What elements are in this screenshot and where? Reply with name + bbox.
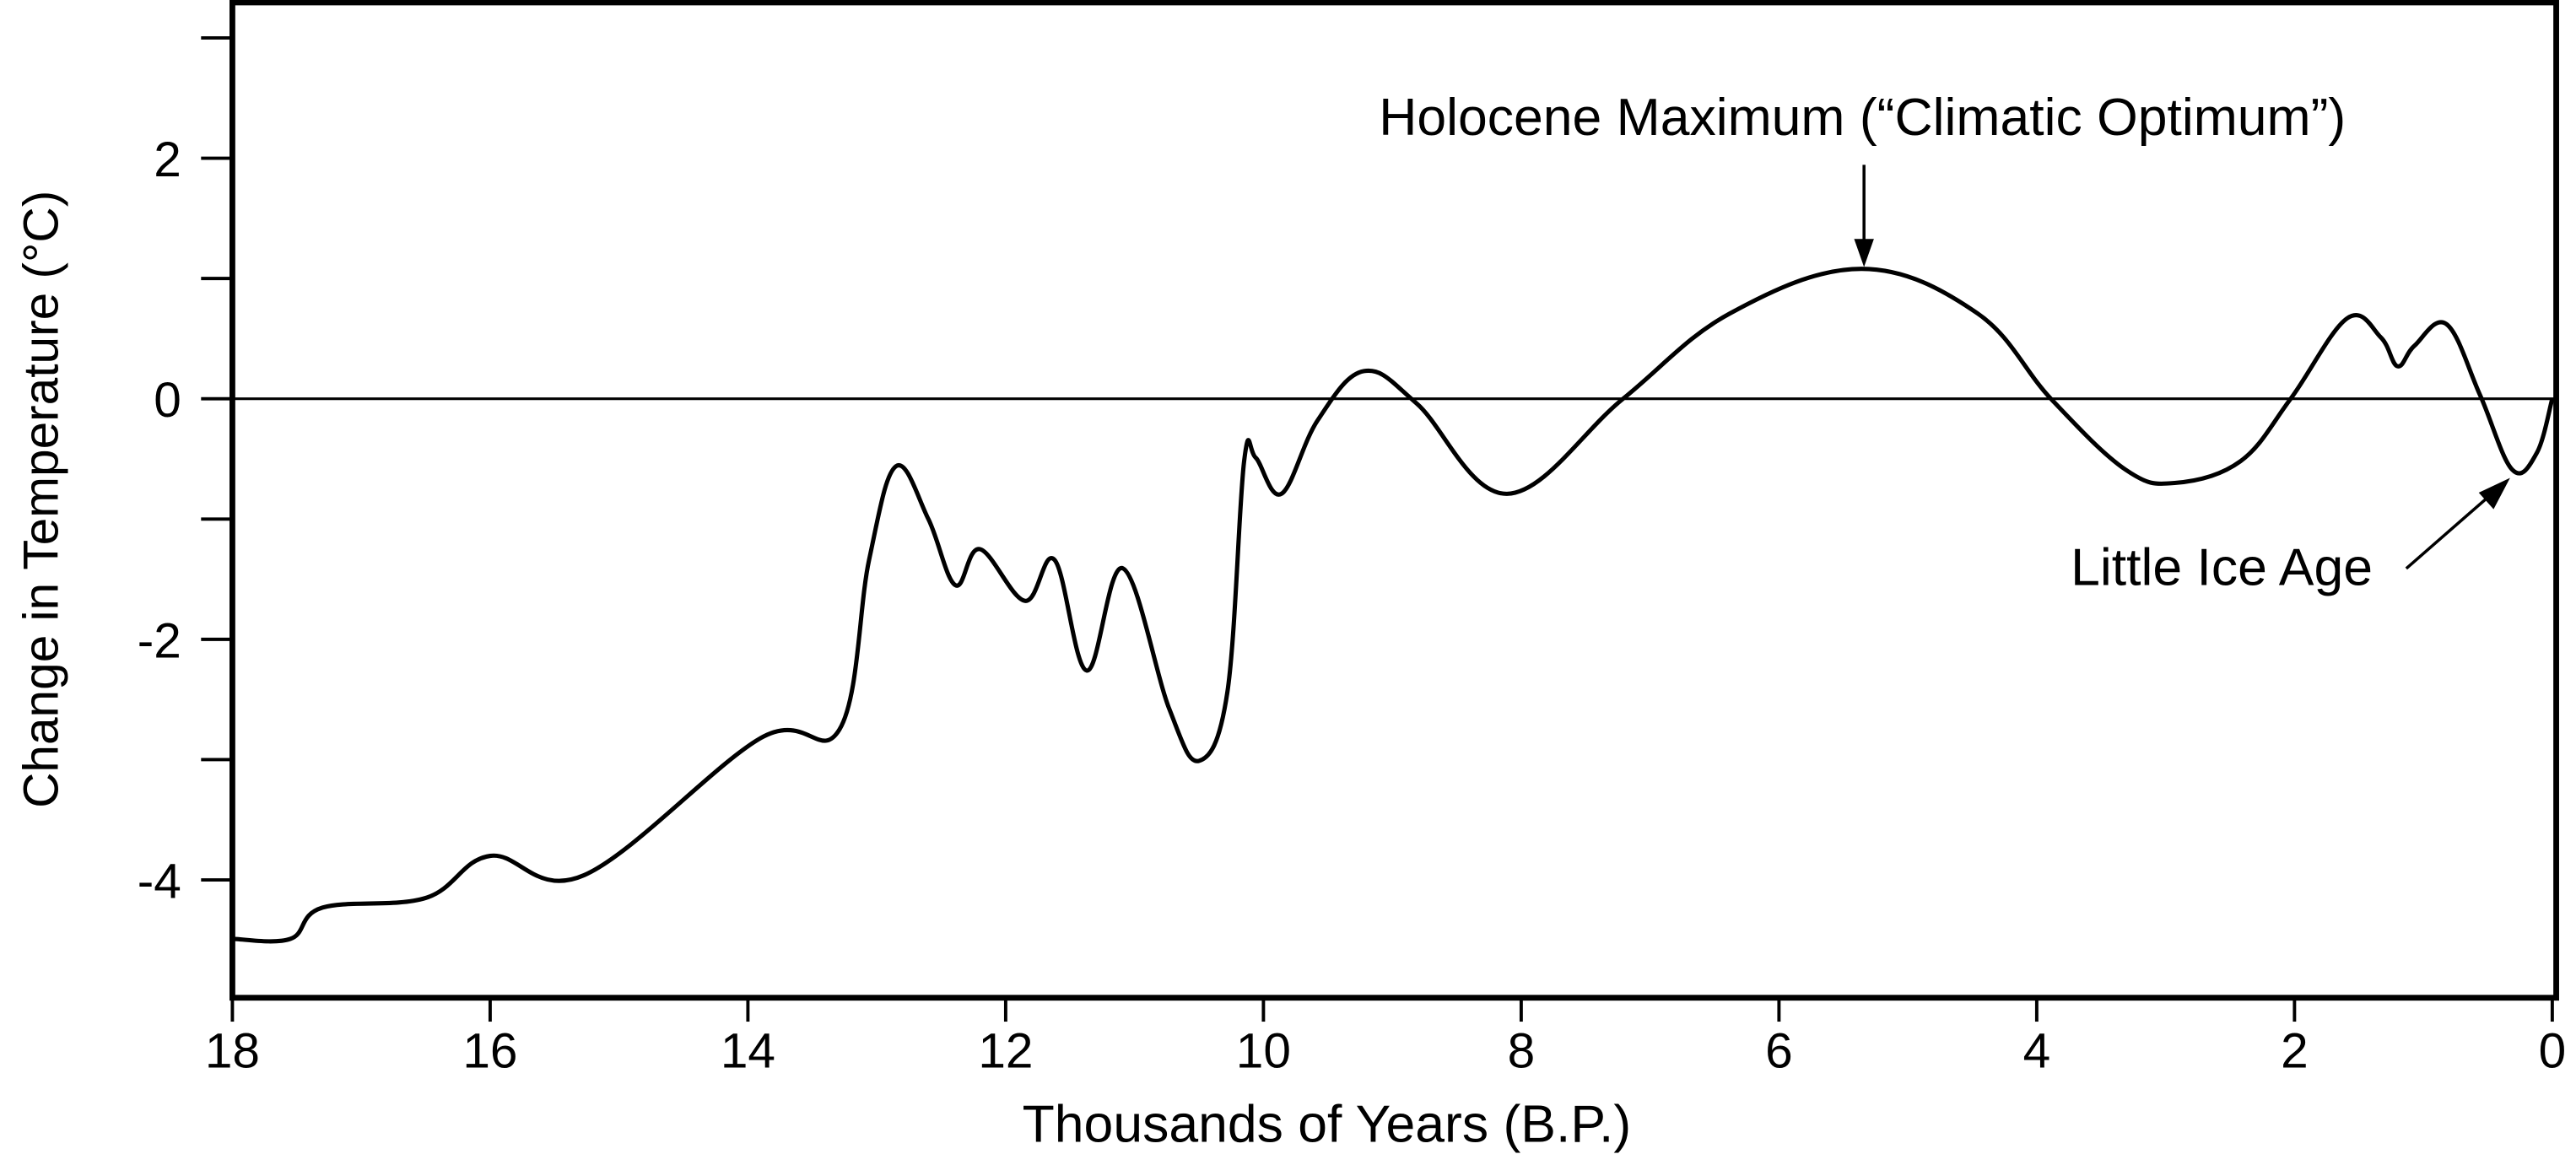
x-tick-label: 2 xyxy=(2281,1024,2309,1079)
plot-frame xyxy=(229,0,2559,1001)
x-tick-label: 14 xyxy=(721,1024,775,1079)
x-tick-label: 12 xyxy=(978,1024,1033,1079)
arrow-little-ice-age xyxy=(2405,477,2510,570)
x-axis-ticks: 18 16 14 12 10 8 6 4 2 0 xyxy=(205,996,2567,1079)
y-tick-label: 2 xyxy=(154,132,181,187)
x-tick-label: 8 xyxy=(1508,1024,1536,1079)
arrow-holocene-maximum xyxy=(1854,165,1874,267)
series-line-temperature xyxy=(232,267,2555,944)
x-axis-label: Thousands of Years (B.P.) xyxy=(1023,1095,1632,1154)
y-tick-label: -4 xyxy=(138,855,181,909)
annotation-holocene-maximum: Holocene Maximum (“Climatic Optimum”) xyxy=(1379,88,2346,147)
x-tick-label: 0 xyxy=(2539,1024,2567,1079)
x-tick-label: 4 xyxy=(2023,1024,2051,1079)
x-tick-label: 6 xyxy=(1765,1024,1793,1079)
annotation-little-ice-age: Little Ice Age xyxy=(2071,537,2373,596)
y-axis-ticks: 2 0 -2 -4 xyxy=(138,35,233,909)
x-tick-label: 10 xyxy=(1236,1024,1291,1079)
y-axis-label: Change in Temperature (°C) xyxy=(14,191,68,808)
x-tick-label: 18 xyxy=(205,1024,260,1079)
y-tick-label: 0 xyxy=(154,373,181,428)
x-tick-label: 16 xyxy=(462,1024,517,1079)
y-tick-label: -2 xyxy=(138,613,181,668)
